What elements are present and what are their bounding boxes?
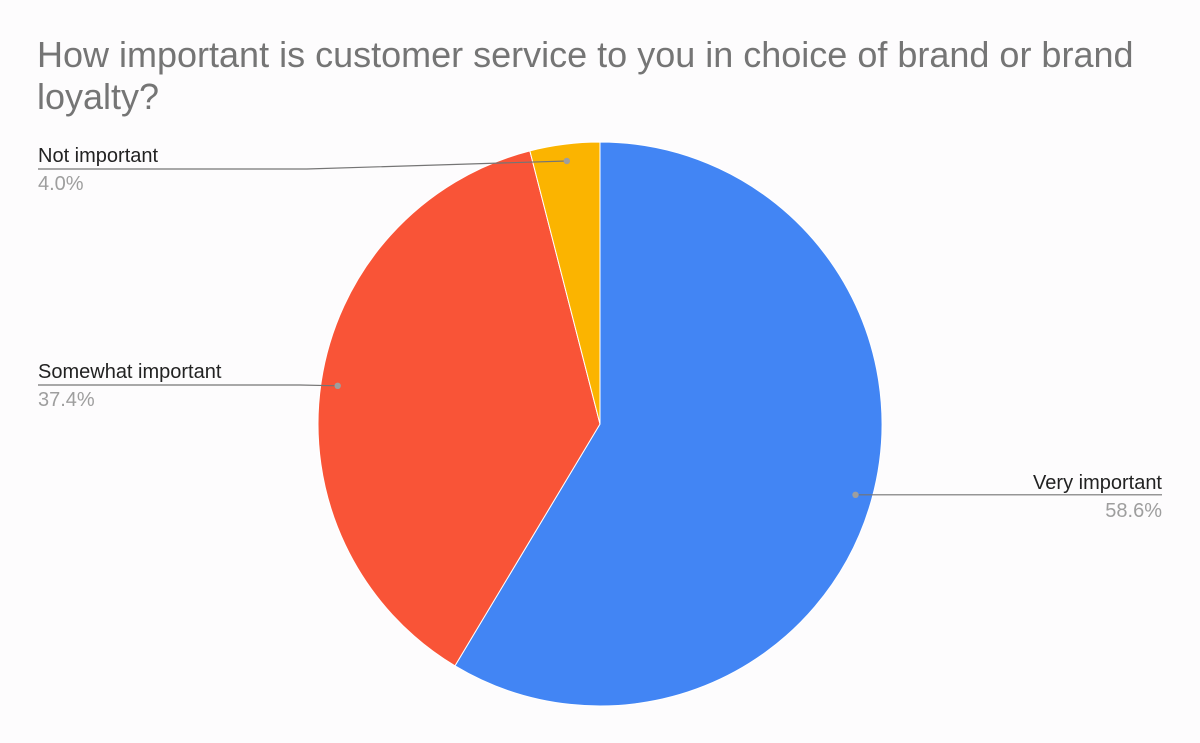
- slice-label-not-important: Not important: [38, 145, 158, 167]
- slice-value-not-important: 4.0%: [38, 173, 84, 195]
- slice-value-somewhat-important: 37.4%: [38, 389, 95, 411]
- pie-slices: [317, 141, 883, 707]
- chart-title: How important is customer service to you…: [37, 34, 1134, 117]
- slice-value-very-important: 58.6%: [1105, 500, 1162, 522]
- leader-dot-not-important: [563, 157, 570, 165]
- leader-line-not-important: [38, 160, 567, 170]
- pie-slice-not-important: [529, 141, 601, 425]
- leader-line-somewhat-important: [38, 384, 338, 387]
- leader-dot-somewhat-important: [334, 382, 341, 389]
- slice-labels: Very important 58.6% Somewhat important 37.…: [38, 145, 1162, 522]
- slice-label-somewhat-important: Somewhat important: [38, 361, 222, 383]
- pie-slice-somewhat-important: [317, 150, 601, 667]
- slice-label-very-important: Very important: [1033, 472, 1162, 494]
- leader-dot-very-important: [852, 491, 859, 498]
- pie-slice-very-important: [454, 141, 883, 707]
- leader-lines: [38, 157, 1162, 498]
